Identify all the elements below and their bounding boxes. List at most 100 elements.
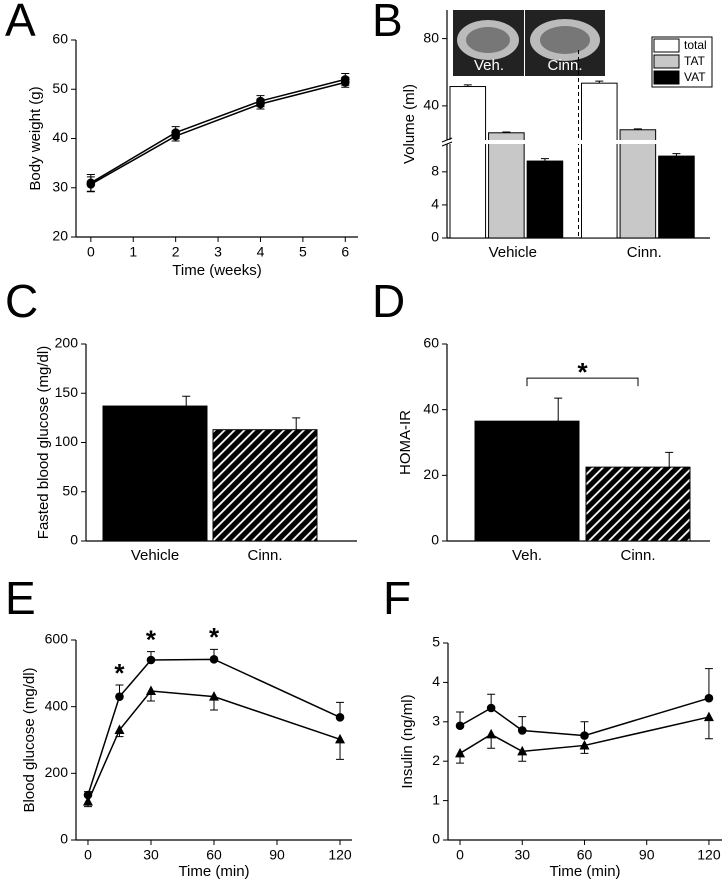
- error-bar: [502, 131, 511, 133]
- y-tick-label: 60: [52, 31, 68, 47]
- y-tick-label: 50: [62, 482, 78, 498]
- y-axis-label: Fasted blood glucose (mg/dl): [35, 346, 52, 539]
- bar: [526, 160, 564, 239]
- series-line: [90, 81, 346, 185]
- inset-shape: [540, 26, 590, 54]
- y-tick-label: 0: [60, 831, 68, 847]
- x-tick-label: 0: [87, 244, 95, 260]
- panel-letter: B: [372, 0, 403, 46]
- y-axis-label: Volume (ml): [401, 84, 418, 164]
- bar: [581, 82, 618, 239]
- y-tick-label: 2: [432, 752, 440, 768]
- x-tick-label: 0: [84, 847, 92, 863]
- x-tick-label: 60: [206, 847, 222, 863]
- y-tick-label: 1: [432, 791, 440, 807]
- y-tick-label: 40: [423, 400, 439, 416]
- marker: [455, 747, 466, 758]
- y-tick-label: 5: [432, 634, 440, 650]
- x-tick-label: 90: [269, 847, 285, 863]
- marker: [209, 655, 219, 664]
- marker: [335, 733, 346, 744]
- x-tick-label: 90: [639, 847, 655, 863]
- y-tick-label: 60: [423, 335, 439, 351]
- panel-letter: E: [5, 572, 36, 624]
- marker: [340, 78, 350, 87]
- marker: [455, 721, 465, 731]
- bar: [102, 405, 208, 542]
- y-tick-label: 50: [52, 80, 68, 96]
- x-tick-label: Vehicle: [489, 244, 537, 261]
- panel-letter: C: [5, 275, 38, 327]
- marker: [517, 745, 528, 756]
- error-bar: [292, 417, 301, 430]
- y-tick-label: 100: [55, 433, 79, 449]
- y-tick-label: 3: [432, 713, 440, 729]
- x-tick-label: 6: [341, 244, 349, 260]
- panel-letter: F: [383, 572, 411, 624]
- y-tick-label: 150: [55, 384, 79, 400]
- y-tick-label: 4: [432, 673, 440, 689]
- significance-bracket: [526, 377, 639, 387]
- marker: [209, 691, 219, 701]
- y-axis-label: HOMA-IR: [397, 410, 414, 475]
- marker: [579, 739, 590, 750]
- axis-break-mark: [441, 137, 453, 147]
- significance-mark: *: [577, 357, 588, 387]
- x-tick-label: 120: [697, 847, 721, 863]
- y-tick-label: 0: [70, 532, 78, 548]
- x-tick-label: Cinn.: [620, 547, 655, 564]
- panel-letter: A: [5, 0, 36, 46]
- y-tick-label: 40: [52, 129, 68, 145]
- x-tick-label: 30: [514, 847, 530, 863]
- error-bar: [463, 84, 472, 87]
- y-tick-label: 200: [45, 764, 69, 780]
- axis-break: [439, 140, 710, 144]
- y-tick-label: 4: [431, 196, 439, 212]
- error-bar: [704, 668, 713, 699]
- y-tick-label: 20: [52, 228, 68, 244]
- bar: [585, 466, 691, 542]
- x-tick-label: 120: [328, 847, 352, 863]
- marker: [82, 796, 93, 806]
- bar: [488, 132, 525, 239]
- x-tick-label: Cinn.: [627, 244, 662, 261]
- legend-label: TAT: [684, 54, 706, 68]
- error-bar: [633, 128, 642, 130]
- error-bar: [540, 158, 549, 162]
- y-tick-label: 0: [431, 229, 439, 245]
- marker: [486, 703, 496, 713]
- legend-label: total: [684, 38, 707, 52]
- x-tick-label: 0: [456, 847, 464, 863]
- y-tick-label: 80: [423, 29, 439, 45]
- marker: [114, 724, 125, 734]
- error-bar: [665, 451, 674, 468]
- x-tick-label: 60: [577, 847, 593, 863]
- y-axis-label: Body weight (g): [27, 86, 44, 190]
- x-axis-label: Time (min): [178, 863, 249, 880]
- x-tick-label: 1: [129, 244, 137, 260]
- y-tick-label: 30: [52, 178, 68, 194]
- x-axis-label: Time (min): [549, 863, 620, 880]
- marker: [146, 655, 156, 665]
- marker: [115, 692, 124, 701]
- x-axis-label: Time (weeks): [172, 262, 261, 279]
- inset-images: Veh. Cinn.: [453, 10, 605, 76]
- y-tick-label: 0: [431, 532, 439, 548]
- significance-mark: *: [146, 625, 157, 655]
- x-tick-label: Vehicle: [131, 547, 179, 564]
- inset-label: Cinn.: [547, 57, 582, 74]
- error-bar: [182, 395, 191, 407]
- inset-shape: [466, 27, 510, 53]
- bar: [474, 420, 580, 542]
- marker: [517, 726, 527, 735]
- x-tick-label: Cinn.: [247, 547, 282, 564]
- marker: [145, 685, 156, 695]
- marker: [86, 180, 96, 189]
- x-tick-label: 5: [299, 244, 307, 260]
- significance-mark: *: [209, 622, 220, 652]
- bar: [619, 129, 657, 239]
- panel-letter: D: [372, 275, 405, 327]
- bar: [212, 429, 318, 542]
- y-axis-label: Insulin (ng/ml): [399, 694, 416, 788]
